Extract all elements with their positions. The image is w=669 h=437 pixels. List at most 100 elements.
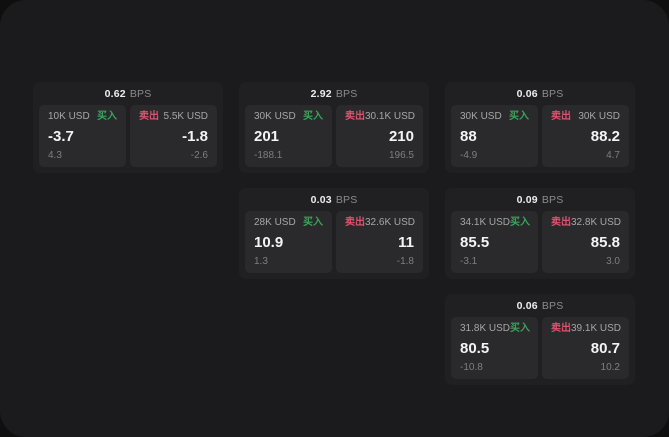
sell-panel[interactable]: 卖出 32.6K USD 11 -1.8 (336, 211, 423, 273)
sell-amount: 30K USD (578, 111, 620, 122)
sell-delta: -2.6 (190, 150, 208, 161)
buy-amount: 34.1K USD (460, 217, 511, 228)
sell-quote: 80.7 (590, 340, 620, 357)
bps-value: 0.09 (516, 193, 538, 206)
buy-panel-top: 28K USD 买入 (254, 218, 323, 228)
card-body: 28K USD 买入 10.9 1.3 卖出 32.6K USD 11 -1.8 (239, 211, 429, 279)
sell-panel-top: 卖出 5.5K USD (139, 112, 208, 122)
card-body: 30K USD 买入 88 -4.9 卖出 30K USD 88.2 4.7 (445, 105, 635, 173)
sell-tag: 卖出 (345, 217, 365, 228)
buy-amount: 30K USD (254, 111, 296, 122)
buy-panel[interactable]: 30K USD 买入 201 -188.1 (245, 105, 332, 167)
buy-amount: 10K USD (48, 111, 90, 122)
bps-unit-label: BPS (335, 193, 358, 206)
buy-panel-top: 10K USD 买入 (48, 112, 117, 122)
sell-panel[interactable]: 卖出 30K USD 88.2 4.7 (542, 105, 629, 167)
quote-card: 0.62 BPS 10K USD 买入 -3.7 4.3 卖出 5.5K USD (33, 82, 223, 173)
card-header: 0.03 BPS (239, 188, 429, 211)
sell-tag: 卖出 (551, 111, 571, 122)
sell-panel-top: 卖出 30K USD (551, 112, 620, 122)
sell-amount: 32.6K USD (365, 217, 416, 228)
sell-panel-top: 卖出 32.6K USD (345, 217, 416, 228)
bps-value: 0.62 (104, 87, 126, 100)
card-body: 10K USD 买入 -3.7 4.3 卖出 5.5K USD -1.8 -2.… (33, 105, 223, 173)
buy-quote: -3.7 (48, 128, 74, 145)
sell-amount: 39.1K USD (571, 323, 622, 334)
buy-tag: 买入 (510, 323, 531, 334)
buy-tag: 买入 (510, 217, 531, 228)
sell-quote: 11 (398, 234, 414, 251)
buy-amount: 31.8K USD (460, 323, 511, 334)
sell-panel[interactable]: 卖出 30.1K USD 210 196.5 (336, 105, 423, 167)
bps-value: 0.06 (516, 299, 538, 312)
buy-panel[interactable]: 10K USD 买入 -3.7 4.3 (39, 105, 126, 167)
sell-tag: 卖出 (551, 217, 571, 228)
buy-delta: -4.9 (460, 150, 478, 161)
buy-tag: 买入 (509, 111, 529, 122)
buy-tag: 买入 (97, 111, 117, 122)
bps-unit-label: BPS (129, 87, 152, 100)
buy-panel-top: 31.8K USD 买入 (460, 323, 531, 334)
buy-tag: 买入 (303, 111, 323, 122)
buy-panel[interactable]: 31.8K USD 买入 80.5 -10.8 (451, 317, 538, 379)
buy-quote: 80.5 (460, 340, 490, 357)
sell-amount: 5.5K USD (163, 111, 208, 122)
bps-value: 0.06 (516, 87, 538, 100)
sell-tag: 卖出 (345, 111, 365, 122)
buy-quote: 85.5 (460, 234, 490, 251)
bps-unit-label: BPS (541, 299, 564, 312)
sell-tag: 卖出 (551, 323, 571, 334)
sell-quote: 88.2 (590, 128, 620, 145)
card-body: 34.1K USD 买入 85.5 -3.1 卖出 32.8K USD 85.8… (445, 211, 635, 279)
sell-panel[interactable]: 卖出 39.1K USD 80.7 10.2 (542, 317, 629, 379)
sell-delta: -1.8 (396, 256, 414, 267)
buy-amount: 28K USD (254, 217, 296, 228)
bps-unit-label: BPS (541, 87, 564, 100)
card-header: 0.09 BPS (445, 188, 635, 211)
sell-delta: 4.7 (606, 150, 620, 161)
card-body: 31.8K USD 买入 80.5 -10.8 卖出 39.1K USD 80.… (445, 317, 635, 385)
buy-quote: 10.9 (254, 234, 284, 251)
card-header: 2.92 BPS (239, 82, 429, 105)
buy-panel-top: 30K USD 买入 (460, 112, 529, 122)
buy-delta: -188.1 (254, 150, 283, 161)
card-header: 0.06 BPS (445, 82, 635, 105)
buy-panel[interactable]: 28K USD 买入 10.9 1.3 (245, 211, 332, 273)
sell-quote: -1.8 (182, 128, 208, 145)
buy-tag: 买入 (303, 217, 323, 228)
quote-card: 0.03 BPS 28K USD 买入 10.9 1.3 卖出 32.6K US… (239, 188, 429, 279)
sell-panel-top: 卖出 32.8K USD (551, 217, 622, 228)
quote-card: 0.06 BPS 30K USD 买入 88 -4.9 卖出 30K USD (445, 82, 635, 173)
bps-unit-label: BPS (335, 87, 358, 100)
quote-card: 2.92 BPS 30K USD 买入 201 -188.1 卖出 30.1K … (239, 82, 429, 173)
buy-delta: 4.3 (48, 150, 62, 161)
buy-panel-top: 30K USD 买入 (254, 112, 323, 122)
card-body: 30K USD 买入 201 -188.1 卖出 30.1K USD 210 1… (239, 105, 429, 173)
bps-unit-label: BPS (541, 193, 564, 206)
sell-amount: 30.1K USD (365, 111, 416, 122)
sell-amount: 32.8K USD (571, 217, 622, 228)
sell-panel-top: 卖出 30.1K USD (345, 111, 416, 122)
buy-delta: 1.3 (254, 256, 268, 267)
bps-value: 2.92 (310, 87, 332, 100)
sell-delta: 196.5 (388, 150, 414, 161)
sell-quote: 85.8 (590, 234, 620, 251)
sell-delta: 10.2 (600, 362, 620, 373)
buy-panel[interactable]: 34.1K USD 买入 85.5 -3.1 (451, 211, 538, 273)
buy-panel-top: 34.1K USD 买入 (460, 217, 531, 228)
buy-amount: 30K USD (460, 111, 502, 122)
buy-delta: -10.8 (460, 362, 483, 373)
buy-quote: 201 (254, 128, 280, 145)
sell-panel[interactable]: 卖出 5.5K USD -1.8 -2.6 (130, 105, 217, 167)
sell-panel[interactable]: 卖出 32.8K USD 85.8 3.0 (542, 211, 629, 273)
card-header: 0.62 BPS (33, 82, 223, 105)
buy-panel[interactable]: 30K USD 买入 88 -4.9 (451, 105, 538, 167)
buy-quote: 88 (460, 128, 477, 145)
sell-delta: 3.0 (606, 256, 620, 267)
quote-card: 0.06 BPS 31.8K USD 买入 80.5 -10.8 卖出 39.1… (445, 294, 635, 385)
bps-value: 0.03 (310, 193, 332, 206)
quote-card: 0.09 BPS 34.1K USD 买入 85.5 -3.1 卖出 32.8K… (445, 188, 635, 279)
quote-card-grid: 0.62 BPS 10K USD 买入 -3.7 4.3 卖出 5.5K USD (33, 82, 635, 385)
sell-panel-top: 卖出 39.1K USD (551, 323, 622, 334)
